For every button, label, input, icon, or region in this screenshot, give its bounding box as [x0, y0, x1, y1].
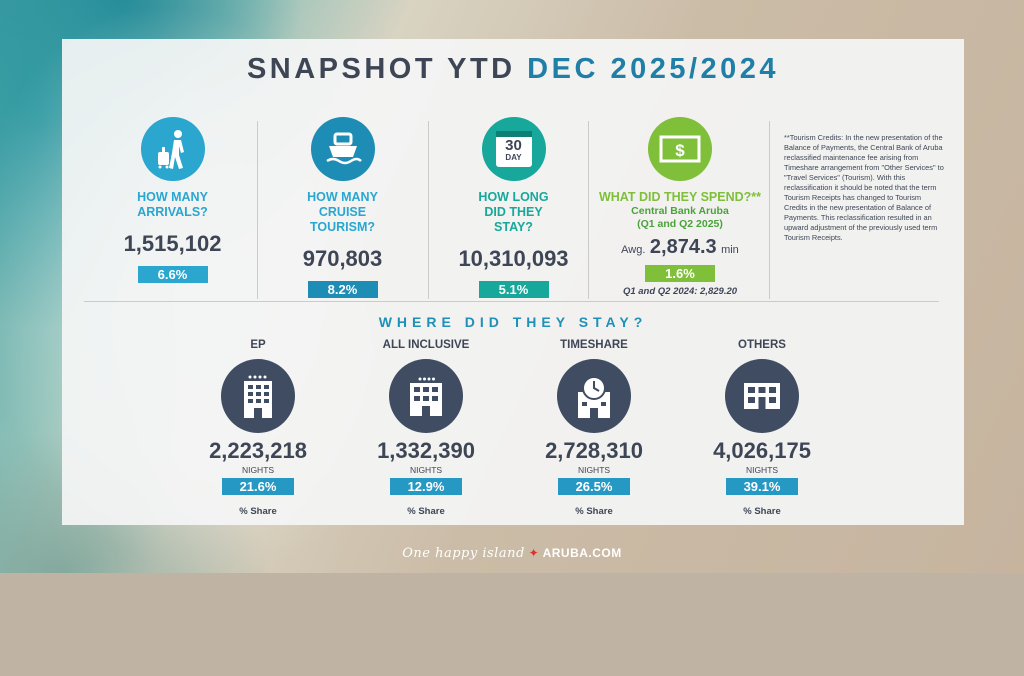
snapshot-panel: SNAPSHOT YTD DEC 2025/2024 HOW MANY ARRI… — [62, 39, 964, 525]
calendar-number: 30 — [505, 137, 522, 154]
section-divider — [84, 301, 939, 302]
tourism-credits-note: **Tourism Credits: In the new presentati… — [784, 133, 944, 242]
aruba-footer-logo: One happy island ✦ ARUBA.COM — [0, 546, 1024, 561]
currency-prefix: Awg. — [621, 244, 646, 256]
stat-question: HOW MANY ARRIVALS? — [137, 190, 208, 219]
divider — [428, 121, 429, 299]
stat-length-of-stay: 30 DAY HOW LONG DID THEY STAY? 10,310,09… — [431, 117, 596, 299]
hotel-icon — [221, 359, 295, 433]
stay-nights-value: 2,223,218 — [209, 438, 307, 463]
svg-text:$: $ — [675, 141, 685, 160]
hotel-icon — [389, 359, 463, 433]
divider — [588, 121, 589, 299]
stat-spend: $ WHAT DID THEY SPEND?** Central Bank Ar… — [591, 117, 769, 297]
stay-label: EP — [250, 339, 266, 351]
stat-change-badge: 6.6% — [137, 266, 208, 283]
share-badge: 26.5% — [558, 478, 630, 495]
stat-value: 1,515,102 — [123, 231, 222, 256]
share-label: % Share — [407, 506, 445, 517]
stay-ep: EP 2,223,218 NIGHTS 21.6% % Share — [178, 339, 338, 517]
stat-period: (Q1 and Q2 2025) — [637, 218, 723, 230]
divider — [769, 121, 770, 299]
share-label: % Share — [575, 506, 613, 517]
calendar-label: DAY — [505, 153, 522, 162]
unit: min — [721, 244, 739, 256]
divider — [257, 121, 258, 299]
stat-value: 10,310,093 — [458, 246, 569, 271]
stay-label: TIMESHARE — [560, 339, 628, 351]
calendar-icon: 30 DAY — [481, 117, 546, 181]
star-icon: ✦ — [528, 546, 540, 560]
stay-others: OTHERS 4,026,175 NIGHTS 39.1% % Share — [682, 339, 842, 517]
stat-value: 2,874.3 — [649, 236, 717, 258]
stay-timeshare: TIMESHARE 2,728,310 NIGHTS 26.5% % Share — [514, 339, 674, 517]
stat-source: Central Bank Aruba — [631, 205, 729, 217]
share-label: % Share — [743, 506, 781, 517]
stay-nights-value: 2,728,310 — [545, 438, 643, 463]
nights-label: NIGHTS — [577, 465, 611, 475]
timeshare-clock-building-icon — [557, 359, 631, 433]
share-badge: 12.9% — [390, 478, 462, 495]
stat-question: HOW LONG DID THEY STAY? — [478, 190, 549, 234]
site-name: ARUBA.COM — [542, 546, 622, 560]
stay-all-inclusive: ALL INCLUSIVE 1,332,390 NIGHTS 12.9% % S… — [346, 339, 506, 517]
traveler-icon — [140, 117, 205, 181]
share-badge: 39.1% — [726, 478, 798, 495]
stay-label: ALL INCLUSIVE — [382, 339, 470, 351]
stat-change-badge: 5.1% — [478, 281, 549, 298]
stat-arrivals: HOW MANY ARRIVALS? 1,515,102 6.6% — [90, 117, 255, 284]
share-label: % Share — [239, 506, 277, 517]
stay-nights-value: 1,332,390 — [377, 438, 475, 463]
stat-question: HOW MANY CRUISE TOURISM? — [307, 190, 378, 234]
stay-label: OTHERS — [738, 339, 786, 351]
stat-question: WHAT DID THEY SPEND?** — [598, 190, 762, 204]
stay-nights-value: 4,026,175 — [713, 438, 811, 463]
page-title: SNAPSHOT YTD DEC 2025/2024 — [246, 53, 780, 85]
stat-change-badge: 8.2% — [307, 281, 378, 298]
share-badge: 21.6% — [222, 478, 294, 495]
stat-change-badge: 1.6% — [645, 265, 715, 282]
nights-label: NIGHTS — [241, 465, 275, 475]
stat-value: 970,803 — [302, 246, 383, 271]
prior-period: Q1 and Q2 2024: 2,829.20 — [622, 286, 738, 297]
nights-label: NIGHTS — [745, 465, 779, 475]
where-section-title: WHERE DID THEY STAY? — [378, 314, 648, 330]
building-icon — [725, 359, 799, 433]
tagline: One happy island — [402, 546, 525, 561]
money-icon: $ — [648, 117, 712, 181]
stat-spend-value-row: Awg. 2,874.3 min — [591, 236, 769, 259]
nights-label: NIGHTS — [409, 465, 443, 475]
cruise-ship-icon — [310, 117, 375, 181]
stat-cruise: HOW MANY CRUISE TOURISM? 970,803 8.2% — [260, 117, 425, 299]
